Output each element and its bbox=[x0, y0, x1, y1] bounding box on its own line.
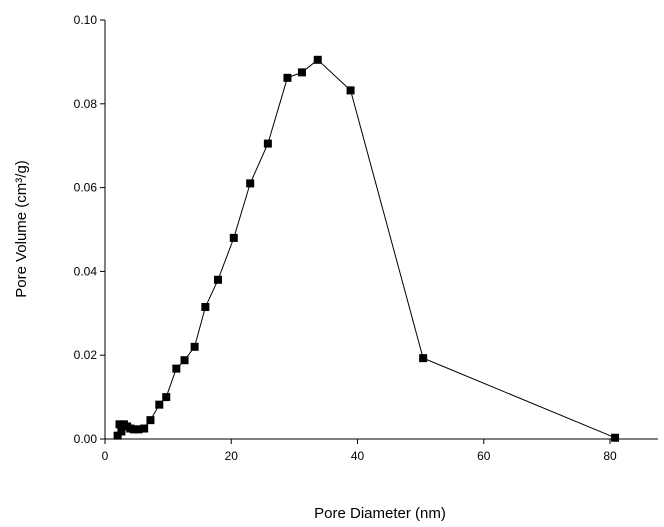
data-point bbox=[263, 139, 272, 148]
data-point bbox=[130, 425, 139, 434]
data-point bbox=[146, 416, 155, 425]
x-tick-label: 0 bbox=[102, 449, 109, 463]
y-tick-label: 0.02 bbox=[74, 348, 98, 362]
data-point bbox=[172, 364, 181, 373]
y-tick-label: 0.04 bbox=[74, 264, 98, 278]
series-markers bbox=[113, 55, 620, 442]
data-point bbox=[313, 55, 322, 64]
data-point bbox=[113, 431, 122, 440]
y-axis-title: Pore Volume (cm³/g) bbox=[13, 160, 30, 298]
y-tick-label: 0.00 bbox=[74, 432, 98, 446]
x-tick-label: 60 bbox=[477, 449, 491, 463]
x-tick-label: 40 bbox=[351, 449, 365, 463]
y-ticks: 0.00 0.02 0.04 0.06 0.08 0.10 bbox=[74, 13, 105, 446]
y-tick-label: 0.08 bbox=[74, 97, 98, 111]
data-point bbox=[180, 356, 189, 365]
x-tick-label: 80 bbox=[603, 449, 617, 463]
series-line bbox=[117, 59, 616, 439]
data-point bbox=[419, 354, 428, 363]
y-tick-label: 0.10 bbox=[74, 13, 98, 27]
data-point bbox=[297, 68, 306, 77]
y-tick-label: 0.06 bbox=[74, 181, 98, 195]
x-tick-label: 20 bbox=[225, 449, 239, 463]
x-axis-title: Pore Diameter (nm) bbox=[314, 505, 446, 522]
data-point bbox=[201, 303, 210, 312]
data-point bbox=[115, 420, 124, 429]
data-point bbox=[134, 425, 143, 434]
data-point bbox=[155, 400, 164, 409]
data-point bbox=[213, 275, 222, 284]
x-ticks: 0 20 40 60 80 bbox=[102, 439, 617, 463]
plot-area: 0 20 40 60 80 0.00 0.02 0.04 0.06 0.08 0.10 bbox=[74, 13, 658, 463]
data-point bbox=[229, 233, 238, 242]
data-point bbox=[190, 342, 199, 351]
data-point bbox=[283, 73, 292, 82]
data-point bbox=[140, 424, 149, 433]
data-point bbox=[611, 433, 620, 442]
data-point bbox=[346, 86, 355, 95]
data-point bbox=[162, 393, 171, 402]
data-point bbox=[246, 179, 255, 188]
data-point bbox=[117, 427, 126, 436]
